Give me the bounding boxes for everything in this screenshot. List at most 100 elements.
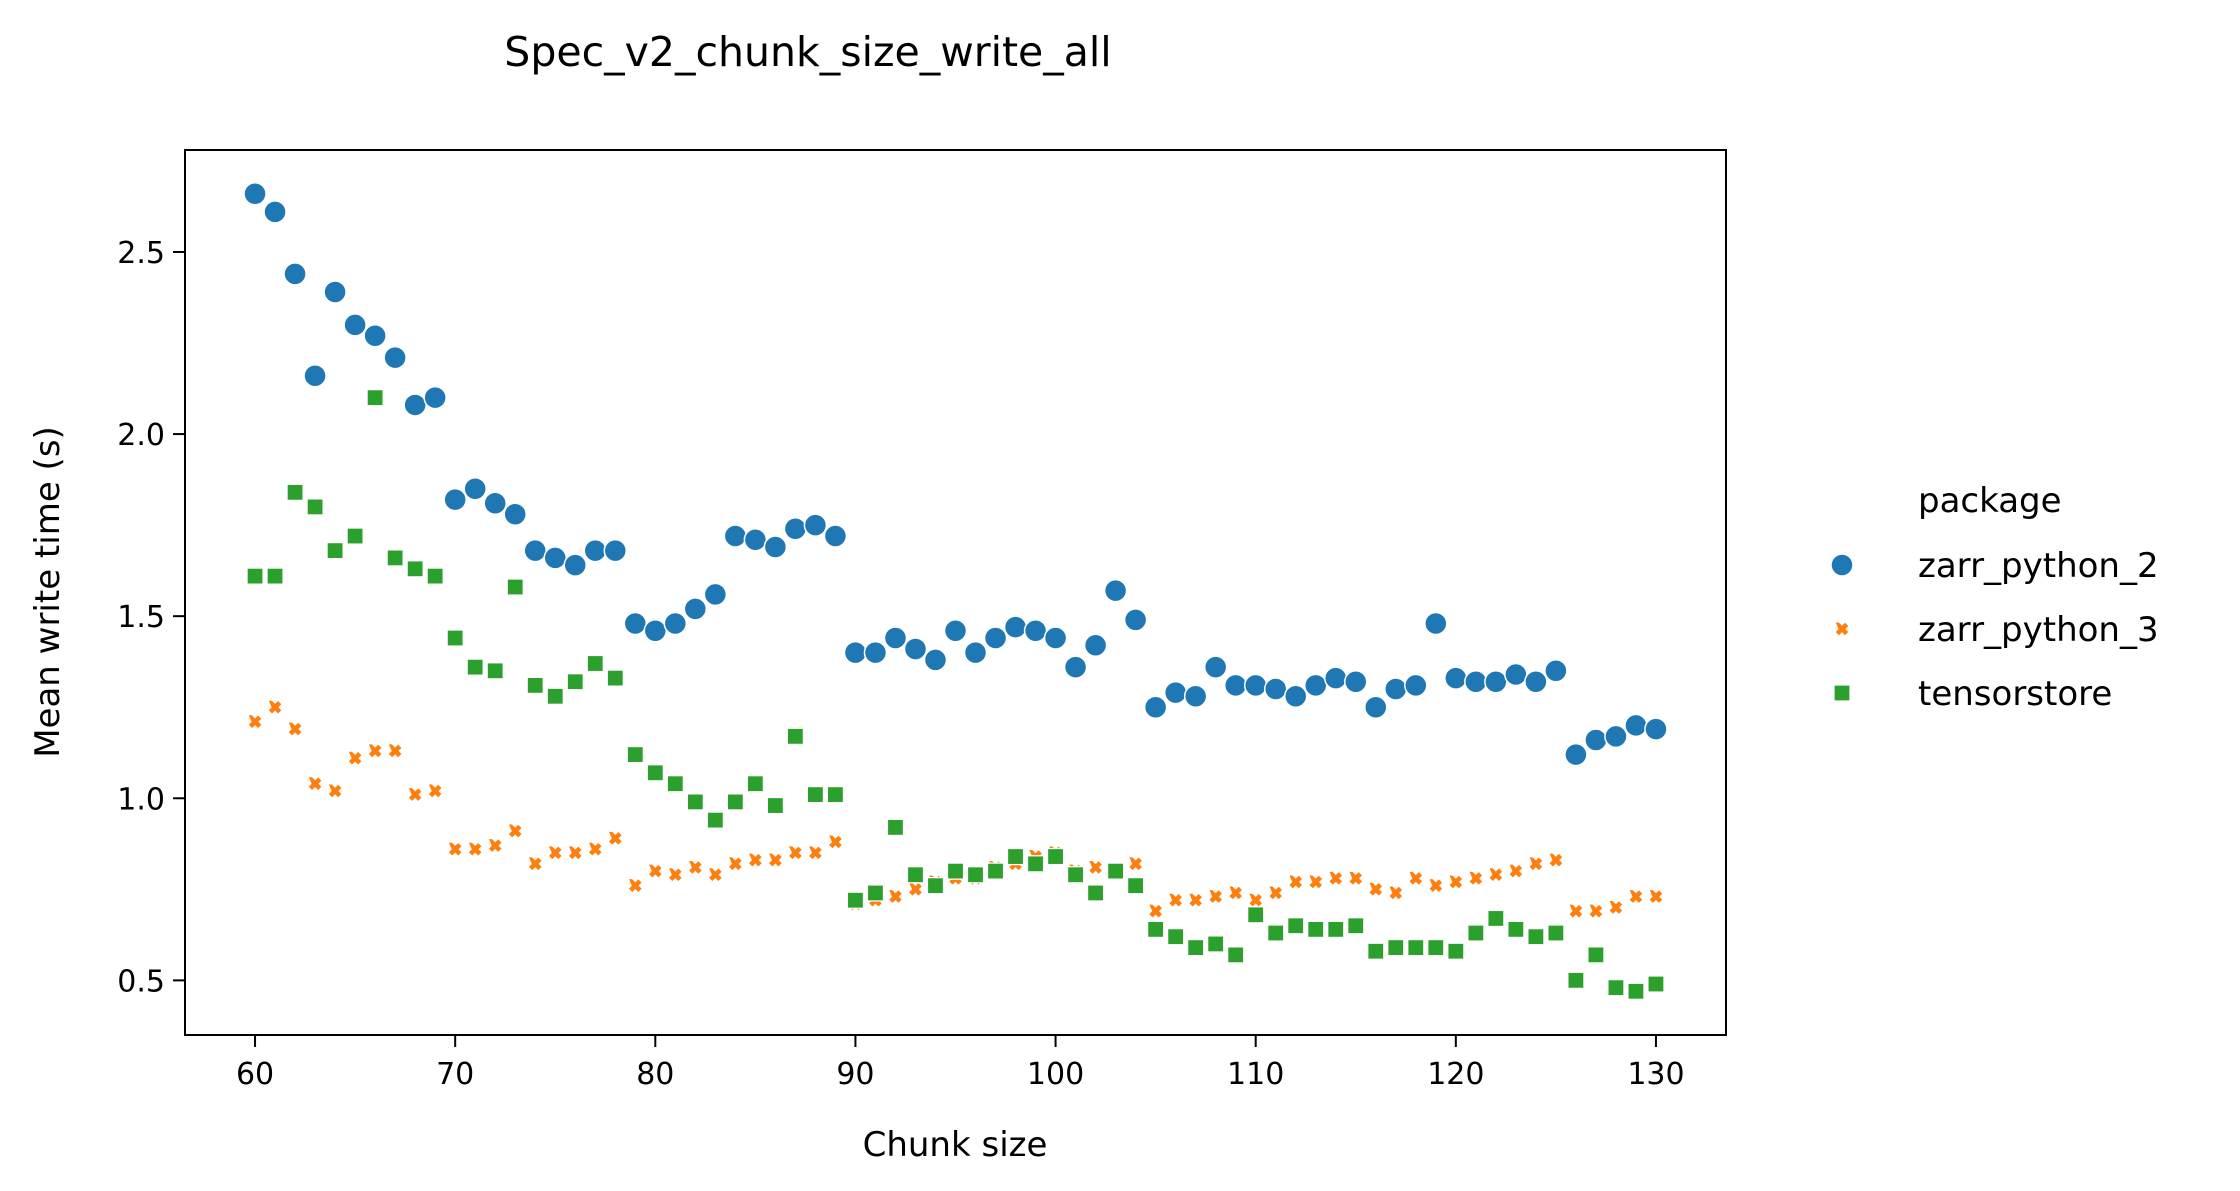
data-point (327, 783, 343, 799)
data-point (367, 743, 383, 759)
data-point (1344, 669, 1368, 694)
legend-entry: zarr_python_3 (1834, 610, 2159, 650)
legend-title: package (1918, 481, 2062, 521)
data-point (1147, 920, 1165, 938)
data-point (523, 538, 547, 563)
data-point (507, 823, 523, 839)
data-point (1087, 859, 1104, 876)
data-point (407, 786, 423, 803)
data-point (606, 669, 624, 687)
data-point (423, 385, 447, 410)
data-point (1647, 975, 1665, 993)
data-point (323, 280, 347, 304)
data-point (746, 775, 764, 793)
data-point (1504, 662, 1528, 687)
data-point (627, 877, 643, 894)
data-point (546, 687, 564, 705)
x-tick-label: 130 (1627, 1057, 1684, 1092)
data-point (567, 845, 583, 861)
data-point (1127, 877, 1145, 895)
data-point (706, 811, 724, 829)
data-point (806, 786, 825, 804)
data-point (626, 745, 644, 764)
data-point (487, 837, 503, 854)
data-point (427, 783, 443, 799)
data-point (703, 582, 728, 607)
data-point (886, 818, 905, 837)
data-point (666, 775, 684, 793)
data-point (623, 611, 648, 636)
data-point (543, 546, 567, 570)
data-point (306, 498, 324, 516)
data-point (1303, 673, 1328, 698)
data-point (1484, 669, 1508, 694)
data-point (1588, 903, 1604, 919)
data-point (1524, 669, 1548, 694)
data-point (1267, 924, 1285, 942)
data-point (1247, 892, 1264, 908)
data-point (1307, 920, 1325, 938)
data-point (887, 888, 904, 905)
data-point (1287, 917, 1305, 935)
data-point (1287, 874, 1304, 890)
data-point (907, 881, 924, 898)
data-point (1587, 946, 1605, 964)
data-point (326, 542, 344, 560)
data-point (403, 393, 427, 417)
data-point (1023, 618, 1048, 643)
series-tensorstore (246, 389, 1665, 1000)
data-point (1167, 892, 1184, 908)
data-point (1046, 847, 1065, 866)
data-point (1428, 877, 1444, 894)
data-point (563, 553, 588, 577)
data-point (503, 502, 527, 526)
data-point (1347, 917, 1365, 935)
data-point (786, 727, 804, 745)
data-point (963, 640, 988, 665)
data-point (1143, 695, 1168, 719)
data-point (447, 841, 463, 857)
data-point (586, 654, 604, 673)
y-tick-label: 2.0 (117, 418, 165, 453)
data-point (1147, 903, 1164, 919)
legend-marker (1833, 684, 1851, 702)
data-point (1644, 717, 1668, 741)
data-point (607, 830, 623, 847)
x-axis-ticks: 60 70 80 90 100 110 120 130 (236, 1035, 1685, 1092)
data-point (1464, 669, 1488, 694)
data-point (1628, 888, 1644, 905)
y-tick-label: 2.5 (117, 236, 165, 271)
x-tick-label: 70 (436, 1057, 474, 1092)
y-axis-ticks: 0.5 1.0 1.5 2.0 2.5 (117, 236, 185, 999)
data-point (1627, 982, 1645, 1000)
data-point (1548, 852, 1564, 868)
data-point (286, 483, 304, 501)
data-points (243, 181, 1668, 1000)
data-point (1327, 870, 1344, 887)
x-tick-label: 100 (1027, 1057, 1084, 1092)
data-point (267, 699, 283, 715)
data-point (1283, 684, 1308, 709)
data-point (1207, 935, 1225, 953)
data-point (663, 611, 688, 636)
data-point (1408, 870, 1424, 887)
data-point (1488, 867, 1504, 883)
data-point (363, 323, 387, 348)
data-point (1107, 862, 1125, 880)
data-point (386, 549, 404, 567)
data-point (1267, 885, 1284, 901)
data-point (387, 743, 403, 759)
data-point (723, 524, 748, 548)
data-point (347, 750, 363, 766)
data-point (683, 597, 708, 621)
data-point (1567, 971, 1585, 989)
legend-label: zarr_python_3 (1918, 610, 2159, 650)
data-point (906, 866, 925, 884)
data-point (1368, 881, 1384, 898)
data-point (1508, 863, 1524, 879)
chart-title: Spec_v2_chunk_size_write_all (504, 28, 1111, 76)
data-point (1348, 870, 1364, 887)
data-point (787, 845, 804, 861)
data-point (1203, 655, 1228, 679)
